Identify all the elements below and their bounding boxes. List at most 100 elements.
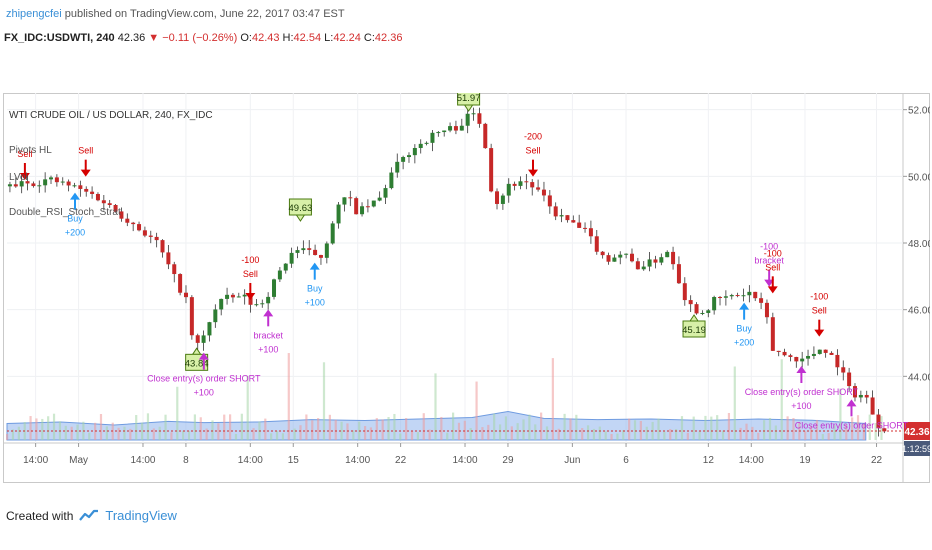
signal-label: Close entry(s) order SHORT [745,387,859,397]
signal-label: -200 [524,132,542,142]
volume-bar [328,414,331,440]
candle-body [506,183,511,196]
candle-body [266,296,271,304]
volume-bar [675,429,678,440]
price-axis[interactable]: 44.00 46.00 48.00 50.00 52.00 [903,106,932,384]
volume-bar [363,426,367,440]
candle-body [254,304,259,306]
candle-body [406,155,411,158]
candle-body [272,279,277,297]
volume-bar [616,433,619,440]
candlestick-series [7,107,887,437]
candle-body [665,251,670,258]
candle-body [817,349,822,354]
candle-body [418,143,423,148]
volume-bar [187,430,191,440]
chart-legend: WTI CRUDE OIL / US DOLLAR, 240, FX_IDC P… [9,110,213,218]
candle-body [37,185,42,187]
volume-bar [528,414,531,440]
volume-bar [751,426,754,440]
candle-body [864,394,869,398]
candle-body [882,428,887,432]
signal-label: +100 [258,344,278,354]
candle-body [354,198,359,215]
time-tick-label: 8 [183,455,189,466]
candle-body [571,220,576,223]
candle-body [788,355,793,357]
volume-bar [669,429,672,440]
volume-bar [493,413,496,440]
volume-bar [346,423,349,440]
candle-body [49,177,54,180]
candle-body [694,304,699,314]
candle-body [365,206,370,208]
author-link[interactable]: zhipengcfei [6,8,62,20]
candle-body [747,291,752,296]
legend-indicator-lvol[interactable]: LVol [9,172,28,183]
signal-label: Buy [67,214,83,224]
volume-bar [821,433,824,440]
buy-arrow-icon [69,192,80,200]
candle-body [119,211,124,219]
legend-indicator-strategy[interactable]: Double_RSI_Stoch_Strat [9,207,121,218]
time-axis[interactable]: 14:00 May 14:00 8 14:00 15 14:00 22 14:00 29 Jun 6 1… [23,443,883,466]
candle-body [483,123,488,149]
time-tick-label: 14:00 [23,455,48,466]
volume-bar [164,414,167,440]
volume-bar [434,373,437,440]
volume-bar [868,414,871,440]
signal-label: Close entry(s) order SHORT [147,374,261,384]
candle-body [782,351,787,356]
candle-body [700,312,705,314]
tradingview-logo-icon[interactable] [79,509,99,523]
publish-header: zhipengcfei published on TradingView.com… [6,8,345,20]
volume-bar [387,416,390,440]
candle-body [729,295,734,297]
volume-bar [375,418,378,440]
volume-bar [381,419,384,440]
candle-body [371,200,376,207]
volume-bar [287,353,290,440]
volume-bar [815,419,819,440]
symbol-label[interactable]: FX_IDC:USDWTI, 240 [4,32,115,44]
time-tick-label: May [69,455,88,466]
volume-bar [592,428,596,440]
footer: Created with TradingView [6,508,177,523]
candle-body [225,294,230,299]
price-change: ▼ −0.11 (−0.26%) [148,32,238,44]
volume-bar [780,359,783,440]
price-tick-label: 50.00 [908,172,930,183]
candle-body [442,130,447,133]
tradingview-brand[interactable]: TradingView [105,508,177,523]
candle-body [84,188,89,192]
volume-bar [240,413,243,440]
signal-label: +100 [791,401,811,411]
candle-body [219,298,224,310]
signal-label: +100 [194,388,214,398]
high-label: H: [282,32,294,44]
created-with-label: Created with [6,508,74,523]
chart-area[interactable]: 42.36 1:12:59 43.84 49.63 51.97 45.19 Sell Se… [3,88,932,483]
time-tick-label: 19 [799,455,811,466]
legend-indicator-pivots[interactable]: Pivots HL [9,145,52,156]
volume-bar [827,433,830,440]
time-tick-label: 22 [871,455,883,466]
candle-body [577,222,582,228]
volume-bar [833,425,836,440]
candle-body [495,191,500,204]
candle-body [852,386,857,398]
candle-body [735,295,740,297]
pivot-label: 49.63 [289,203,313,214]
signal-label: -100 [810,292,828,302]
volume-bar [721,430,725,440]
volume-bar [522,419,525,440]
volume-bar [399,433,402,440]
candle-body [154,236,159,241]
candle-body [870,397,875,415]
signal-label: Buy [307,284,323,294]
volume-bar [551,358,554,440]
signal-label: Buy [736,324,752,334]
volume-bar [205,428,208,440]
volume-bar [234,433,238,440]
price-chart[interactable]: 42.36 1:12:59 43.84 49.63 51.97 45.19 Sell Se… [3,88,932,483]
